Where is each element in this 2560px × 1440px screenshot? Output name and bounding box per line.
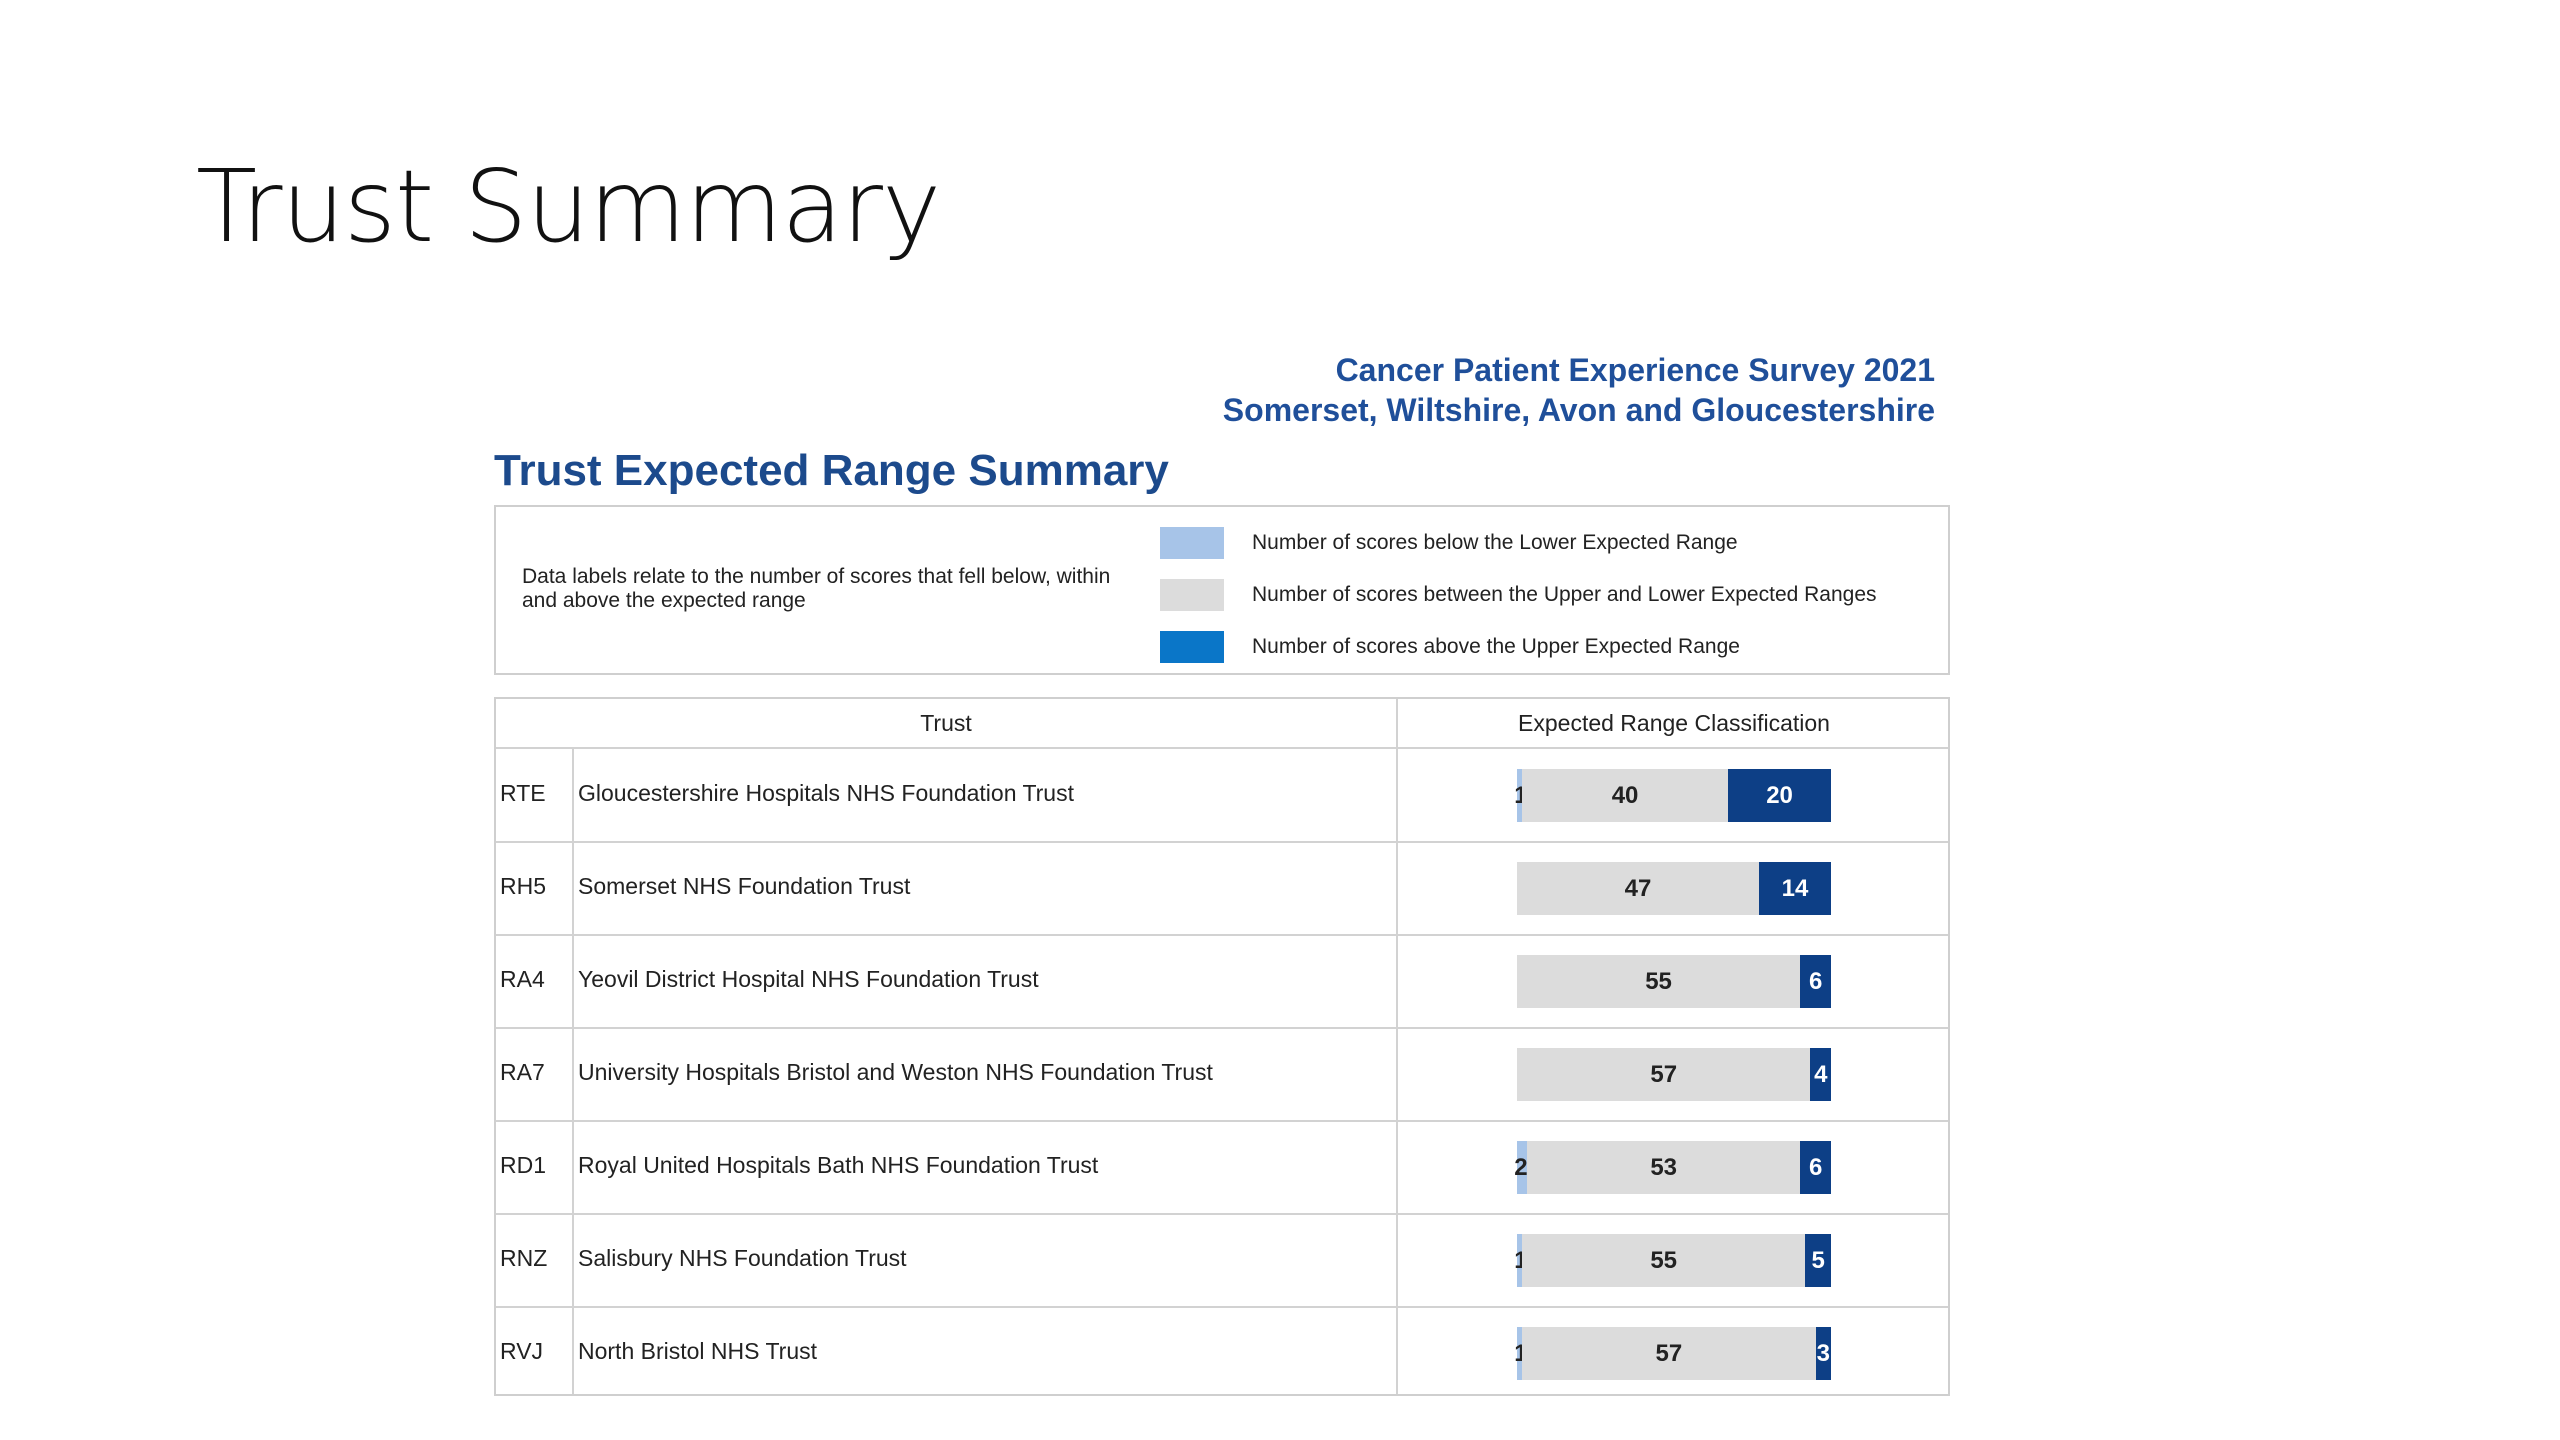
header-divider — [496, 747, 1948, 749]
legend-label-above: Number of scores above the Upper Expecte… — [1252, 635, 1740, 658]
bar-area: 1 57 3 — [1398, 1307, 1950, 1400]
legend-label-below: Number of scores below the Lower Expecte… — [1252, 531, 1738, 554]
bar-area: 2 53 6 — [1398, 1121, 1950, 1214]
bar-segment-mid: 55 — [1516, 955, 1801, 1008]
legend-box: Data labels relate to the number of scor… — [494, 505, 1950, 675]
data-label: 14 — [1781, 875, 1809, 902]
data-label: 55 — [1645, 968, 1672, 995]
data-label: 47 — [1624, 875, 1652, 902]
bar-segment-upper: 5 — [1805, 1234, 1832, 1287]
legend-swatch-below — [1160, 527, 1224, 559]
legend-label-within: Number of scores between the Upper and L… — [1252, 583, 1877, 606]
trust-name: Salisbury NHS Foundation Trust — [578, 1245, 907, 1271]
bar-segment-upper: 4 — [1810, 1048, 1832, 1101]
bar-area: 55 6 — [1398, 935, 1950, 1028]
slide-title: Trust Summary — [196, 148, 941, 265]
column-divider-code — [572, 749, 574, 1394]
column-divider-bars — [1396, 699, 1398, 1394]
row-divider — [496, 841, 1948, 843]
bar-area: 47 14 — [1398, 842, 1950, 935]
bar-area: 1 55 5 — [1398, 1214, 1950, 1307]
legend-note: Data labels relate to the number of scor… — [522, 565, 1111, 612]
header-classification: Expected Range Classification — [1518, 710, 1830, 736]
table-row: RD1 Royal United Hospitals Bath NHS Found… — [496, 1121, 1950, 1215]
data-label: 6 — [1808, 1154, 1823, 1181]
trust-code: RNZ — [500, 1245, 548, 1271]
trust-code: RD1 — [500, 1152, 547, 1178]
trust-code: RVJ — [500, 1338, 544, 1364]
data-label: 20 — [1766, 782, 1793, 809]
bar-segment-upper: 20 — [1728, 769, 1832, 822]
table-row: RNZ Salisbury NHS Foundation Trust 1 55 5 — [496, 1214, 1950, 1308]
trust-name: Royal United Hospitals Bath NHS Foundati… — [578, 1152, 1099, 1178]
survey-heading-line2: Somerset, Wiltshire, Avon and Gloucester… — [1222, 392, 1935, 428]
row-divider — [496, 934, 1948, 936]
data-label: 2 — [1514, 1154, 1528, 1181]
data-label: 6 — [1808, 968, 1823, 995]
data-label: 57 — [1655, 1340, 1683, 1367]
table-row: RA4 Yeovil District Hospital NHS Foundati… — [496, 935, 1950, 1029]
bar-segment-mid: 57 — [1522, 1327, 1816, 1380]
trust-name: North Bristol NHS Trust — [578, 1338, 817, 1364]
trust-name: Yeovil District Hospital NHS Foundation … — [578, 966, 1039, 992]
data-label: 40 — [1611, 782, 1639, 809]
trust-name: Somerset NHS Foundation Trust — [578, 873, 911, 899]
row-divider — [496, 1306, 1948, 1308]
trust-name: University Hospitals Bristol and Weston … — [578, 1059, 1213, 1085]
table-row: RA7 University Hospitals Bristol and West… — [496, 1028, 1950, 1122]
bar-segment-mid: 57 — [1516, 1048, 1811, 1101]
survey-heading-line1: Cancer Patient Experience Survey 2021 — [1335, 352, 1935, 388]
data-label: 5 — [1811, 1247, 1825, 1274]
data-label: 4 — [1814, 1061, 1828, 1088]
table-row: RTE Gloucestershire Hospitals NHS Foundat… — [496, 749, 1950, 843]
data-label: 57 — [1650, 1061, 1678, 1088]
data-label: 55 — [1650, 1247, 1678, 1274]
trust-table: Trust Expected Range Classification RTE G… — [494, 697, 1950, 1396]
table-row: RH5 Somerset NHS Foundation Trust 47 14 — [496, 842, 1950, 936]
trust-code: RH5 — [500, 873, 547, 899]
row-divider — [496, 1120, 1948, 1122]
header-trust: Trust — [920, 710, 972, 736]
table-row: RVJ North Bristol NHS Trust 1 57 3 — [496, 1307, 1948, 1400]
data-label: 3 — [1816, 1340, 1831, 1367]
bar-area: 1 40 20 — [1398, 749, 1950, 842]
chart-title: Trust Expected Range Summary — [494, 446, 1169, 495]
bar-segment-upper: 6 — [1800, 955, 1832, 1008]
survey-heading: Cancer Patient Experience Survey 2021 So… — [1223, 350, 1935, 430]
bar-segment-upper: 6 — [1800, 1141, 1832, 1194]
bar-segment-mid: 55 — [1522, 1234, 1806, 1287]
row-divider — [496, 1027, 1948, 1029]
trust-code: RA7 — [500, 1059, 545, 1085]
bar-segment-mid: 47 — [1516, 862, 1759, 915]
legend-swatch-within — [1160, 579, 1224, 611]
legend-swatch-above — [1160, 631, 1224, 663]
bar-segment-lower: 2 — [1514, 1141, 1528, 1194]
row-divider — [496, 1213, 1948, 1215]
bar-area: 57 4 — [1398, 1028, 1950, 1121]
trust-code: RA4 — [500, 966, 545, 992]
bar-segment-upper: 14 — [1758, 862, 1832, 915]
trust-code: RTE — [500, 780, 546, 806]
bar-segment-mid: 40 — [1522, 769, 1729, 822]
data-label: 53 — [1650, 1154, 1678, 1181]
bar-segment-mid: 53 — [1527, 1141, 1801, 1194]
bar-segment-upper: 3 — [1815, 1327, 1832, 1380]
trust-name: Gloucestershire Hospitals NHS Foundation… — [578, 780, 1074, 806]
